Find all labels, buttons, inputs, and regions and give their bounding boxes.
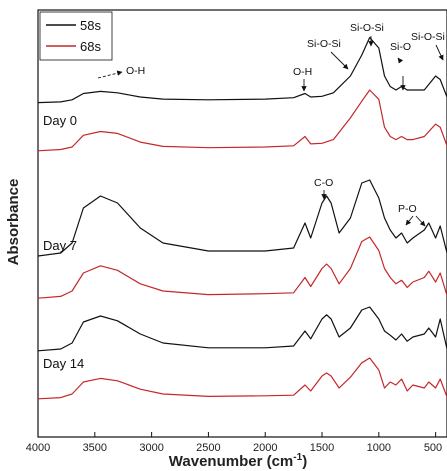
annotation-arrow — [397, 57, 404, 64]
group-label-day0: Day 0 — [43, 113, 77, 128]
x-axis-title-sup: -1 — [293, 452, 302, 463]
series-line — [37, 357, 447, 400]
annotation-oh-left: O-H — [126, 65, 145, 77]
annotations: O-H O-H Si-O-Si Si-O-Si Si-O Si-O-Si C-O… — [97, 22, 445, 227]
legend: 58s 68s — [39, 11, 113, 61]
annotation-arrow — [435, 44, 444, 61]
plot-frame — [37, 9, 447, 438]
annotation-c-o: C-O — [314, 177, 333, 189]
annotation-oh-right: O-H — [293, 66, 312, 78]
annotation-si-o-si-1: Si-O-Si — [307, 38, 341, 50]
annotation-p-o: P-O — [398, 203, 417, 215]
x-axis-title: Wavenumber (cm-1) — [169, 452, 307, 470]
x-tick-label: 4000 — [26, 442, 50, 454]
x-tick-label: 1000 — [367, 442, 391, 454]
series-line — [37, 179, 447, 257]
x-tick-label: 2500 — [196, 442, 220, 454]
x-tick-label: 3000 — [139, 442, 163, 454]
annotation-arrow — [330, 51, 349, 70]
x-tick-label: 2000 — [253, 442, 277, 454]
annotation-arrow — [415, 215, 426, 227]
series-lines — [37, 36, 447, 400]
x-axis-title-close: ) — [302, 453, 307, 470]
legend-label-58s: 58s — [80, 18, 101, 33]
series-line — [37, 236, 447, 299]
annotation-si-o-si-2: Si-O-Si — [350, 22, 384, 34]
annotation-arrow — [405, 215, 414, 226]
x-tick-label: 500 — [424, 442, 442, 454]
series-line — [37, 89, 447, 152]
annotation-arrow — [97, 70, 123, 79]
legend-box — [39, 11, 113, 61]
x-tick-label: 1500 — [310, 442, 334, 454]
x-tick-label: 3500 — [83, 442, 107, 454]
x-axis-title-main: Wavenumber (cm — [169, 453, 293, 470]
legend-label-68s: 68s — [80, 39, 101, 54]
x-axis-ticks: 4000 3500 3000 2500 2000 1500 1000 500 — [26, 432, 442, 454]
group-label-day7: Day 7 — [43, 238, 77, 253]
annotation-si-o: Si-O — [390, 41, 411, 53]
series-line — [37, 306, 447, 352]
y-axis-title: Absorbance — [5, 179, 22, 266]
series-line — [37, 36, 447, 104]
annotation-si-o-si-3: Si-O-Si — [411, 31, 445, 43]
group-label-day14: Day 14 — [43, 356, 84, 371]
